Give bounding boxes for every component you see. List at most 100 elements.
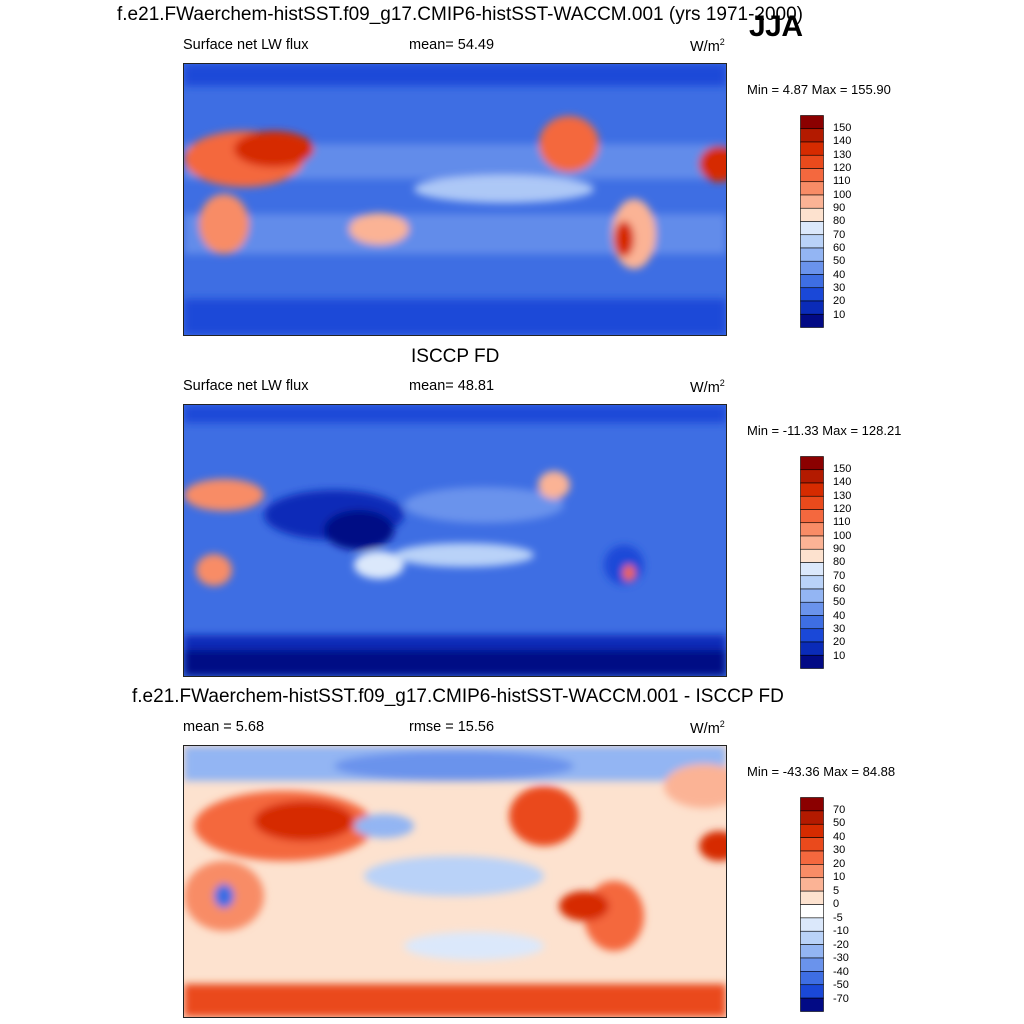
panel2-colorbar: [800, 456, 824, 669]
colorbar-box: [800, 797, 824, 812]
colorbar-box: [800, 274, 824, 289]
colorbar-box: [800, 588, 824, 603]
panel3-rmse-label: rmse = 15.56: [409, 719, 495, 735]
colorbar-box: [800, 482, 824, 497]
colorbar-box: [800, 194, 824, 209]
panel3-colorbar-tick: -40: [833, 966, 849, 978]
panel3-mean-label: mean = 5.68: [183, 719, 265, 735]
panel1-colorbar: [800, 115, 824, 328]
panel2-title: ISCCP FD: [411, 346, 500, 367]
colorbar-box: [800, 575, 824, 590]
panel1-map: [183, 63, 727, 336]
panel1-colorbar-tick: 100: [833, 189, 852, 201]
panel3-colorbar-tick: 50: [833, 817, 846, 829]
colorbar-box: [800, 509, 824, 524]
panel3-colorbar-tick: 40: [833, 831, 846, 843]
panel1-minmax-label: Min = 4.87 Max = 155.90: [747, 82, 891, 97]
panel1-colorbar-tick: 90: [833, 202, 846, 214]
colorbar-box: [800, 247, 824, 262]
panel1-colorbar-tick: 50: [833, 255, 846, 267]
panel3-minmax-label: Min = -43.36 Max = 84.88: [747, 764, 896, 779]
colorbar-box: [800, 522, 824, 537]
season-label: JJA: [749, 10, 803, 43]
panel3-colorbar-tick: 0: [833, 898, 840, 910]
colorbar-box: [800, 864, 824, 879]
panel3-map: [183, 745, 727, 1018]
colorbar-box: [800, 917, 824, 932]
panel2-colorbar-tick: 70: [833, 570, 846, 582]
colorbar-box: [800, 313, 824, 328]
panel1-variable-label: Surface net LW flux: [183, 37, 309, 53]
colorbar-box: [800, 548, 824, 563]
figure-title: f.e21.FWaerchem-histSST.f09_g17.CMIP6-hi…: [117, 4, 804, 25]
panel1-colorbar-tick: 20: [833, 295, 846, 307]
colorbar-box: [800, 181, 824, 196]
panel1-colorbar-tick: 140: [833, 135, 852, 147]
panel3-colorbar-tick: -5: [833, 912, 843, 924]
colorbar-box: [800, 877, 824, 892]
panel2-colorbar-tick: 20: [833, 636, 846, 648]
panel1-colorbar-tick: 110: [833, 175, 851, 187]
colorbar-box: [800, 456, 824, 471]
panel2-colorbar-tick: 50: [833, 596, 846, 608]
panel3-colorbar: [800, 797, 824, 1012]
colorbar-box: [800, 850, 824, 865]
panel1-colorbar-tick: 120: [833, 162, 852, 174]
panel2-colorbar-tick: 150: [833, 463, 852, 475]
colorbar-box: [800, 984, 824, 999]
panel1-colorbar-tick: 40: [833, 269, 846, 281]
panel3-colorbar-tick: 70: [833, 804, 846, 816]
colorbar-box: [800, 300, 824, 315]
colorbar-box: [800, 904, 824, 919]
panel2-colorbar-tick: 80: [833, 556, 846, 568]
panel2-colorbar-tick: 130: [833, 490, 852, 502]
panel2-mean-label: mean= 48.81: [409, 378, 495, 394]
colorbar-box: [800, 115, 824, 130]
panel1-colorbar-tick: 30: [833, 282, 846, 294]
panel1-colorbar-tick: 60: [833, 242, 846, 254]
panel2-colorbar-tick: 100: [833, 530, 852, 542]
colorbar-box: [800, 615, 824, 630]
panel2-minmax-label: Min = -11.33 Max = 128.21: [747, 423, 902, 438]
panel3-colorbar-tick: -30: [833, 952, 849, 964]
panel2-colorbar-tick: 120: [833, 503, 852, 515]
panel3-colorbar-tick: -50: [833, 979, 849, 991]
colorbar-box: [800, 628, 824, 643]
panel2-variable-label: Surface net LW flux: [183, 378, 309, 394]
panel2-colorbar-tick: 60: [833, 583, 846, 595]
panel2-colorbar-tick: 90: [833, 543, 846, 555]
colorbar-box: [800, 837, 824, 852]
colorbar-box: [800, 890, 824, 905]
panel1-units-label: W/m2: [690, 37, 725, 55]
colorbar-box: [800, 997, 824, 1012]
panel2-colorbar-tick: 140: [833, 476, 852, 488]
panel2-colorbar-tick: 30: [833, 623, 846, 635]
colorbar-box: [800, 641, 824, 656]
colorbar-box: [800, 810, 824, 825]
panel1-mean-label: mean= 54.49: [409, 37, 495, 53]
panel1-colorbar-tick: 130: [833, 149, 852, 161]
panel1-colorbar-tick: 70: [833, 229, 846, 241]
colorbar-box: [800, 128, 824, 143]
colorbar-box: [800, 944, 824, 959]
colorbar-box: [800, 469, 824, 484]
panel3-colorbar-tick: 30: [833, 844, 846, 856]
panel3-colorbar-tick: 10: [833, 871, 846, 883]
colorbar-box: [800, 601, 824, 616]
colorbar-box: [800, 207, 824, 222]
panel3-colorbar-tick: -10: [833, 925, 849, 937]
colorbar-box: [800, 930, 824, 945]
colorbar-box: [800, 654, 824, 669]
panel3-colorbar-tick: -70: [833, 993, 849, 1005]
colorbar-box: [800, 562, 824, 577]
colorbar-box: [800, 234, 824, 249]
colorbar-box: [800, 287, 824, 302]
panel1-colorbar-tick: 80: [833, 215, 846, 227]
colorbar-box: [800, 535, 824, 550]
colorbar-box: [800, 154, 824, 169]
colorbar-box: [800, 957, 824, 972]
colorbar-box: [800, 823, 824, 838]
colorbar-box: [800, 141, 824, 156]
panel2-map: [183, 404, 727, 677]
panel1-colorbar-tick: 10: [833, 309, 846, 321]
